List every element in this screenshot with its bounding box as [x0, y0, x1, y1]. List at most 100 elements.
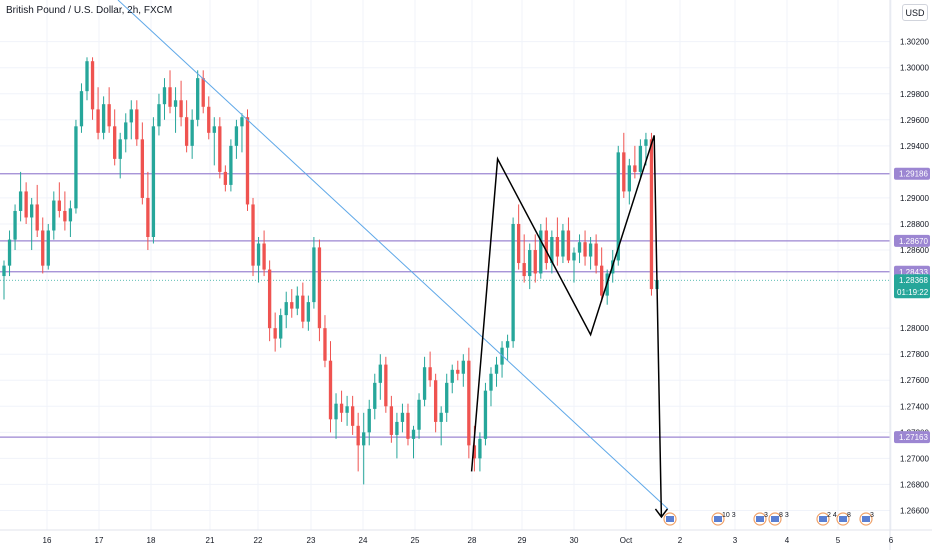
countdown-text: 01:19:22	[897, 288, 929, 297]
event-flag-icon	[666, 516, 674, 522]
candle-body	[406, 412, 410, 439]
candle-body	[356, 425, 360, 446]
y-tick-label: 1.27000	[900, 454, 929, 463]
candle-body	[256, 243, 261, 266]
candle-body	[627, 165, 631, 192]
x-tick-label: 17	[95, 536, 104, 545]
x-tick-label: 23	[307, 536, 316, 545]
x-tick-label: 22	[254, 536, 263, 545]
x-tick-label: 29	[518, 536, 527, 545]
candle-body	[279, 315, 283, 339]
candle-body	[295, 295, 299, 309]
candles	[2, 57, 659, 485]
candle-body	[362, 432, 366, 446]
candle-body	[184, 117, 189, 146]
trendline	[117, 0, 669, 510]
y-tick-label: 1.30200	[900, 38, 929, 47]
candle-body	[223, 171, 228, 185]
candle-body	[411, 429, 416, 439]
candle-body	[168, 87, 172, 107]
candle-body	[522, 263, 526, 277]
event-flag-icon	[714, 516, 722, 522]
candle-body	[500, 347, 504, 365]
candle-body	[190, 119, 194, 146]
candle-body	[52, 200, 56, 231]
candle-body	[290, 302, 294, 309]
y-tick-label: 1.27400	[900, 402, 929, 411]
x-tick-label: Oct	[620, 536, 633, 545]
candle-body	[173, 100, 178, 107]
candle-body	[201, 78, 205, 107]
candle-body	[41, 230, 45, 266]
candle-body	[489, 373, 493, 391]
candle-body	[85, 61, 89, 92]
candle-body	[395, 421, 399, 435]
y-tick-label: 1.28800	[900, 220, 929, 229]
candle-body	[218, 126, 222, 172]
candle-body	[533, 250, 537, 274]
candle-body	[129, 109, 133, 123]
candle-body	[539, 230, 543, 274]
candle-body	[312, 247, 316, 303]
level-badge	[894, 167, 930, 180]
y-tick-label: 1.29800	[900, 90, 929, 99]
pattern-line	[470, 135, 663, 518]
candle-body	[146, 197, 150, 238]
x-tick-label: 24	[359, 536, 368, 545]
candle-body	[439, 412, 443, 422]
x-tick-label: 4	[785, 536, 790, 545]
y-tick-label: 1.28600	[900, 246, 929, 255]
candle-body	[600, 265, 604, 296]
candle-body	[151, 126, 156, 238]
x-tick-label: 16	[43, 536, 52, 545]
horizontal-levels	[0, 173, 890, 438]
currency-button[interactable]: USD	[902, 4, 928, 21]
candle-body	[7, 239, 12, 266]
candle-body	[616, 152, 620, 261]
candle-body	[378, 364, 382, 383]
level-badge	[894, 234, 930, 247]
candle-body	[328, 360, 333, 420]
candle-body	[118, 139, 122, 159]
candle-body	[101, 104, 106, 133]
grid-lines	[0, 0, 892, 530]
candle-body	[622, 152, 626, 192]
candle-body	[433, 380, 438, 422]
candle-body	[544, 230, 548, 264]
candle-body	[428, 367, 432, 381]
candle-body	[461, 360, 465, 374]
candle-body	[422, 367, 427, 400]
candle-body	[367, 408, 371, 433]
candle-body	[251, 204, 255, 266]
candle-body	[18, 191, 23, 211]
candle-body	[483, 390, 488, 439]
candle-body	[561, 230, 565, 257]
candle-body	[373, 382, 377, 409]
candle-body	[456, 369, 460, 374]
candle-body	[516, 223, 521, 264]
economic-events: 10 3 3 8 3 2 4 8 3	[663, 512, 874, 526]
candle-body	[445, 382, 449, 413]
x-tick-label: 18	[147, 536, 156, 545]
candle-body	[90, 61, 95, 110]
x-tick-label: 5	[836, 536, 841, 545]
y-tick-label: 1.27800	[900, 350, 929, 359]
event-count-label: 3	[870, 512, 874, 519]
candle-body	[46, 230, 50, 266]
candle-body	[63, 210, 67, 222]
candle-body	[334, 403, 338, 420]
candle-body	[140, 139, 145, 198]
candle-body	[2, 265, 6, 277]
y-tick-label: 1.30000	[900, 64, 929, 73]
candle-body	[323, 328, 327, 361]
candle-body	[267, 269, 272, 329]
candle-body	[179, 100, 183, 118]
candle-body	[35, 204, 39, 231]
event-flag-icon	[839, 516, 847, 522]
y-tick-label: 1.26800	[900, 480, 929, 489]
y-tick-label: 1.29600	[900, 116, 929, 125]
candle-body	[196, 78, 200, 120]
candle-body	[234, 126, 239, 146]
x-tick-label: 28	[468, 536, 477, 545]
